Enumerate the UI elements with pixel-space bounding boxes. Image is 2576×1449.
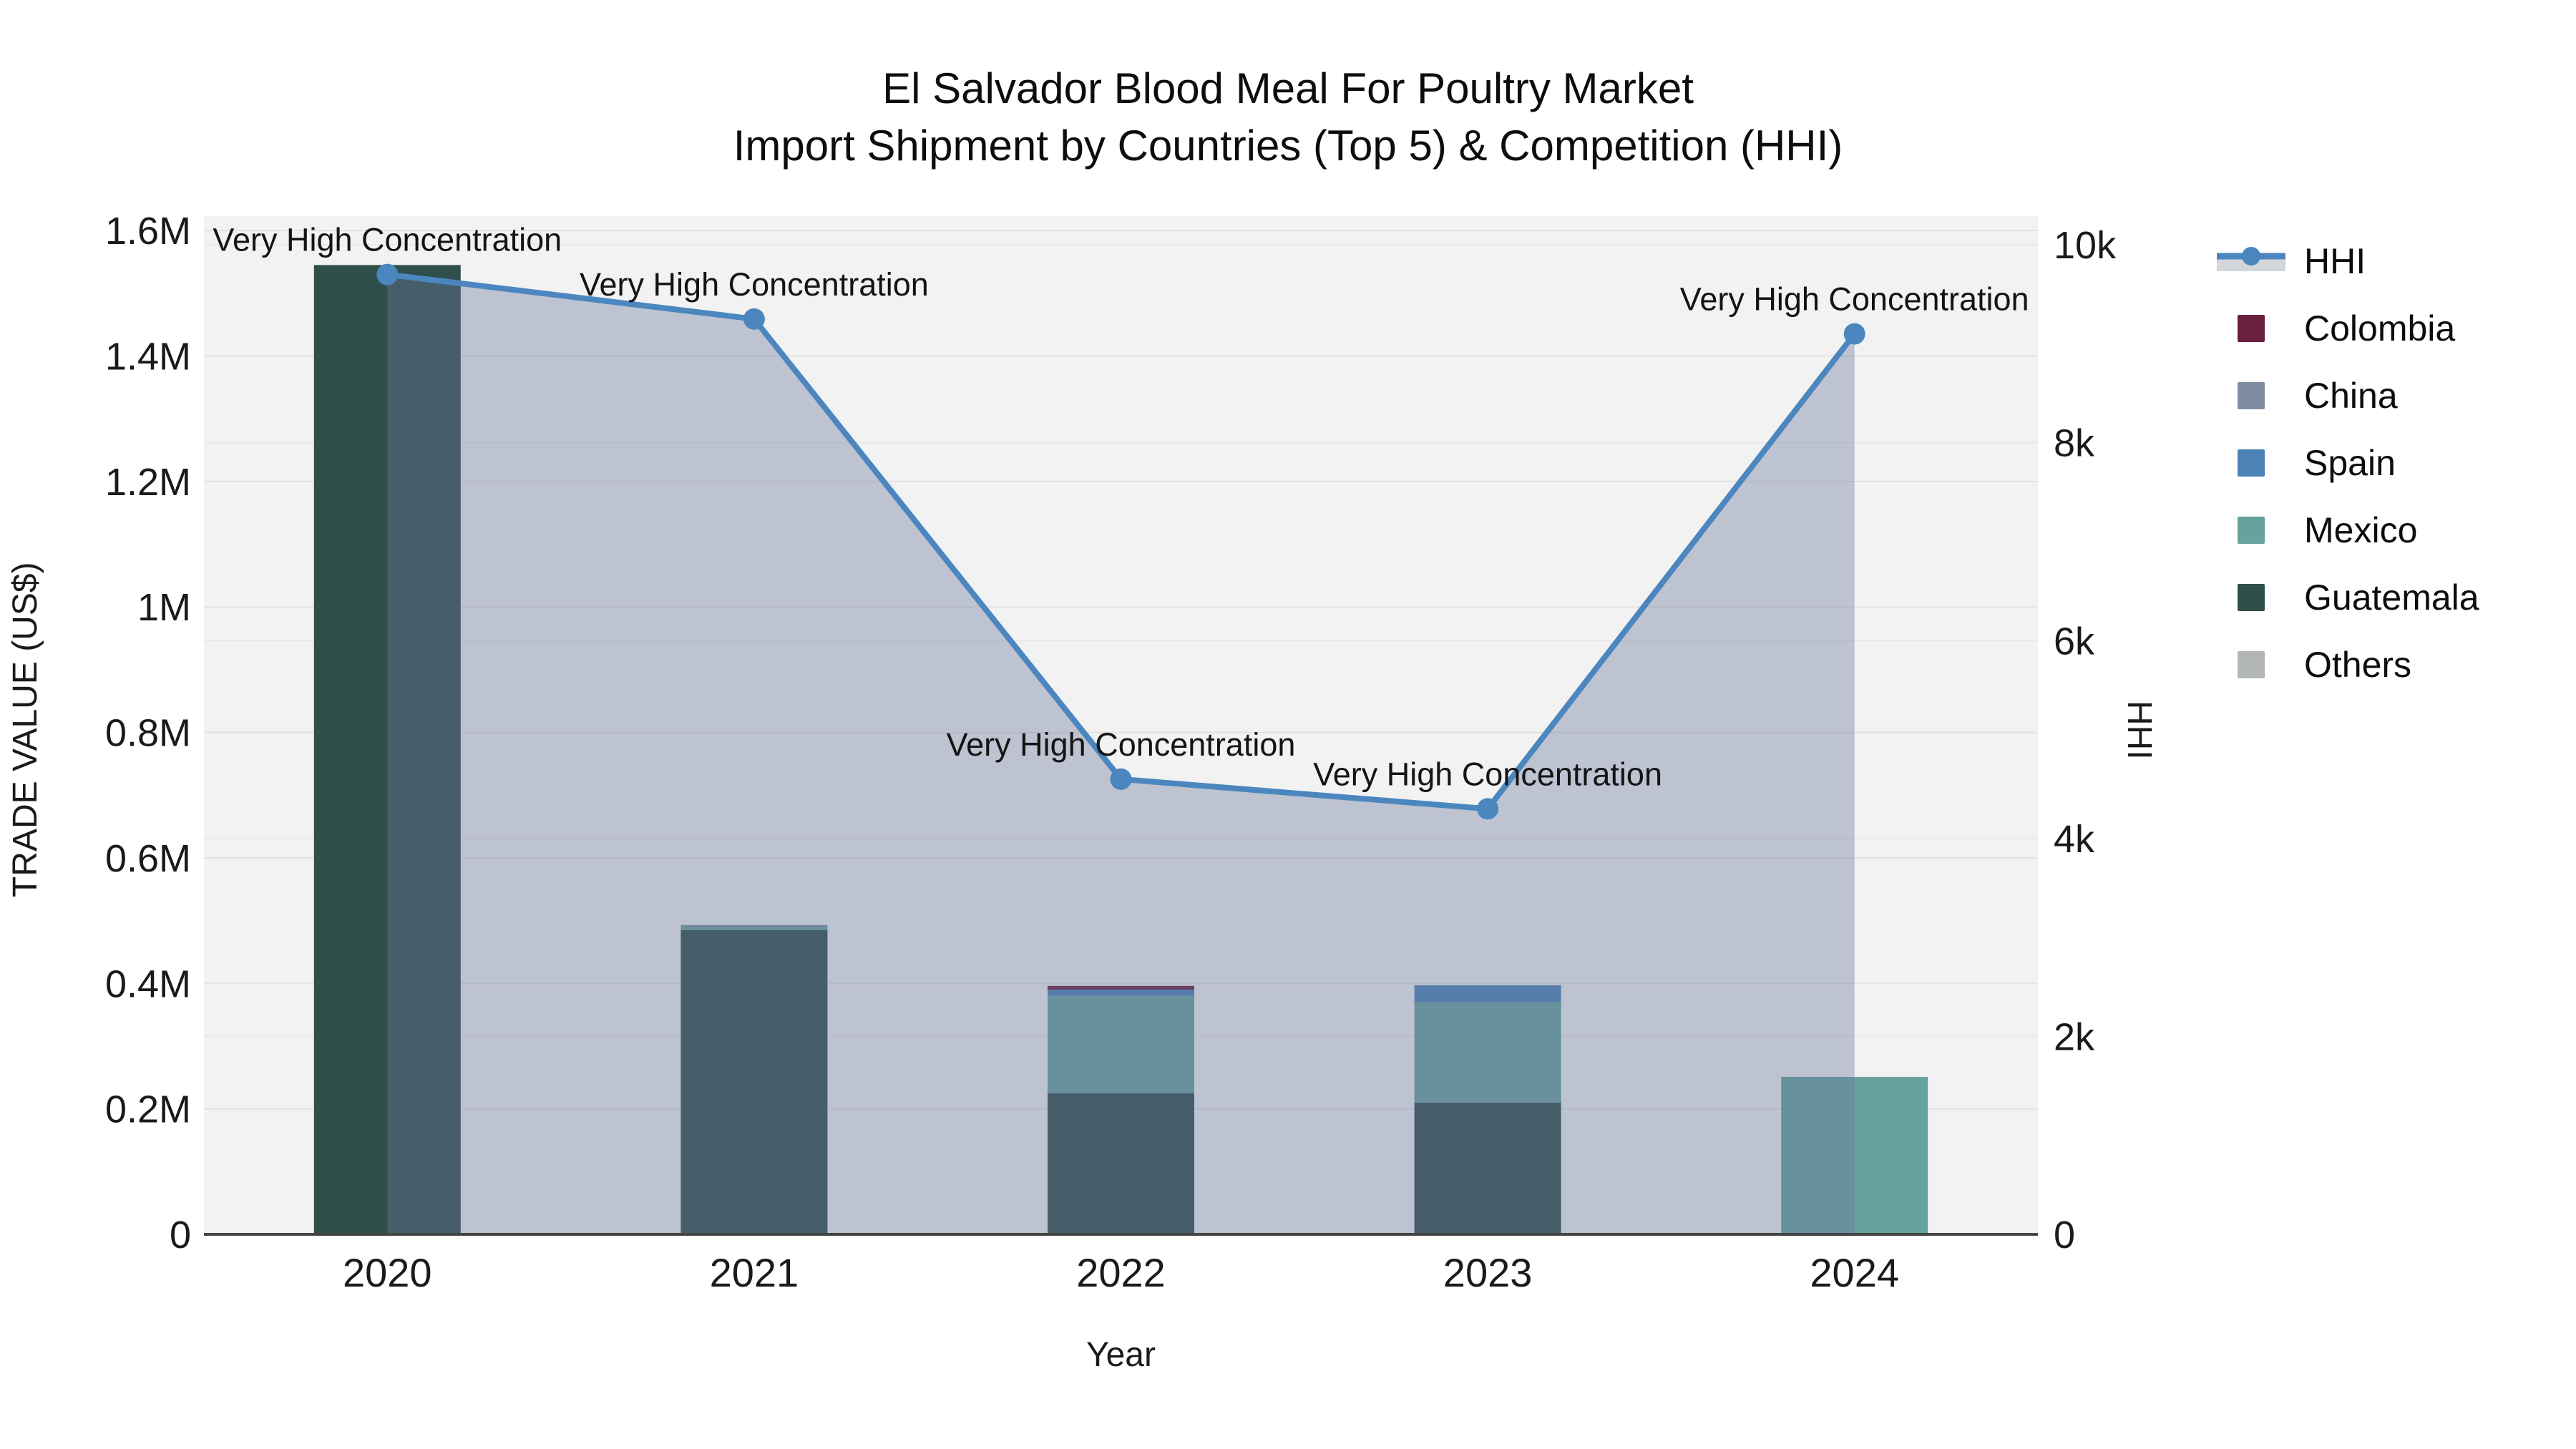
x-tick-label-2022: 2022 bbox=[1076, 1250, 1166, 1295]
legend-swatch-mexico bbox=[2238, 517, 2265, 544]
legend-swatch-colombia bbox=[2238, 315, 2265, 342]
legend-label-china: China bbox=[2304, 376, 2398, 416]
legend-item-spain[interactable]: Spain bbox=[2217, 429, 2479, 497]
hhi-marker-2023 bbox=[1477, 798, 1499, 820]
bar-segment-guatemala-2022 bbox=[1048, 1093, 1194, 1234]
left-tick-label-0.8M: 0.8M bbox=[105, 712, 191, 755]
bar-segment-mexico-2021 bbox=[680, 927, 828, 930]
right-tick-label-4k: 4k bbox=[2054, 818, 2095, 861]
left-tick-label-1.2M: 1.2M bbox=[105, 461, 191, 504]
x-tick-label-2023: 2023 bbox=[1443, 1250, 1533, 1295]
legend-swatch-others bbox=[2238, 651, 2265, 678]
chart-title-line1: El Salvador Blood Meal For Poultry Marke… bbox=[882, 64, 1694, 112]
hhi-marker-2021 bbox=[743, 308, 765, 330]
left-tick-label-1.4M: 1.4M bbox=[105, 336, 191, 379]
legend-item-mexico[interactable]: Mexico bbox=[2217, 497, 2479, 564]
x-tick-label-2024: 2024 bbox=[1810, 1250, 1899, 1295]
legend-swatch-spain bbox=[2238, 449, 2265, 477]
legend-label-hhi: HHI bbox=[2304, 241, 2366, 281]
legend-label-others: Others bbox=[2304, 645, 2412, 685]
left-tick-label-1M: 1M bbox=[137, 586, 191, 629]
legend-label-colombia: Colombia bbox=[2304, 308, 2456, 348]
annotation-2022: Very High Concentration bbox=[947, 726, 1296, 763]
legend-swatch-icon bbox=[2217, 584, 2285, 611]
legend-swatch-icon bbox=[2217, 382, 2285, 409]
legend-item-colombia[interactable]: Colombia bbox=[2217, 295, 2479, 362]
annotation-2023: Very High Concentration bbox=[1313, 756, 1662, 792]
bar-segment-guatemala-2023 bbox=[1414, 1102, 1561, 1234]
left-tick-label-1.6M: 1.6M bbox=[105, 210, 191, 253]
legend-item-guatemala[interactable]: Guatemala bbox=[2217, 564, 2479, 631]
annotation-2024: Very High Concentration bbox=[1680, 281, 2029, 318]
left-tick-label-0.2M: 0.2M bbox=[105, 1088, 191, 1131]
hhi-marker-2020 bbox=[376, 263, 399, 286]
legend-label-mexico: Mexico bbox=[2304, 510, 2418, 550]
bar-segment-guatemala-2020 bbox=[313, 265, 461, 1234]
legend-item-china[interactable]: China bbox=[2217, 362, 2479, 429]
right-tick-label-2k: 2k bbox=[2054, 1015, 2095, 1058]
bar-segment-spain-2022 bbox=[1048, 990, 1194, 996]
legend-label-spain: Spain bbox=[2304, 443, 2396, 483]
bar-segment-mexico-2023 bbox=[1414, 1002, 1561, 1103]
left-tick-label-0.4M: 0.4M bbox=[105, 962, 191, 1005]
annotation-2020: Very High Concentration bbox=[213, 222, 562, 258]
legend-item-hhi[interactable]: HHI bbox=[2217, 228, 2479, 295]
hhi-marker-2022 bbox=[1110, 768, 1132, 790]
left-tick-label-0: 0 bbox=[170, 1214, 191, 1257]
legend-swatch-icon bbox=[2217, 517, 2285, 544]
hhi-marker-2024 bbox=[1843, 323, 1865, 345]
x-tick-label-2021: 2021 bbox=[710, 1250, 799, 1295]
legend-swatch-icon bbox=[2217, 651, 2285, 678]
legend: HHI Colombia China Spain Mexico Guatemala Othe… bbox=[2217, 228, 2479, 698]
right-y-axis-title: HHI bbox=[2120, 700, 2158, 760]
left-tick-label-0.6M: 0.6M bbox=[105, 837, 191, 880]
legend-label-guatemala: Guatemala bbox=[2304, 577, 2479, 618]
right-tick-label-10k: 10k bbox=[2054, 224, 2117, 267]
bar-segment-mexico-2022 bbox=[1048, 995, 1194, 1093]
hhi-area-fill bbox=[387, 274, 1855, 1235]
hhi-line-marker-icon bbox=[2217, 241, 2285, 281]
legend-swatch-guatemala bbox=[2238, 584, 2265, 611]
annotation-2021: Very High Concentration bbox=[580, 266, 929, 303]
right-tick-label-0: 0 bbox=[2054, 1214, 2075, 1257]
legend-swatch-icon bbox=[2217, 315, 2285, 342]
legend-swatch-china bbox=[2238, 382, 2265, 409]
bar-segment-china-2021 bbox=[680, 924, 828, 927]
legend-item-others[interactable]: Others bbox=[2217, 631, 2479, 698]
x-axis-title: Year bbox=[1086, 1336, 1156, 1374]
bar-segment-spain-2023 bbox=[1414, 985, 1561, 1002]
right-tick-label-6k: 6k bbox=[2054, 620, 2095, 663]
legend-swatch-icon bbox=[2217, 449, 2285, 477]
bar-segment-colombia-2022 bbox=[1048, 985, 1194, 990]
x-tick-label-2020: 2020 bbox=[343, 1250, 432, 1295]
chart-title-line2: Import Shipment by Countries (Top 5) & C… bbox=[733, 122, 1843, 170]
bar-segment-mexico-2024 bbox=[1781, 1076, 1928, 1234]
right-tick-label-8k: 8k bbox=[2054, 422, 2095, 465]
bar-segment-guatemala-2021 bbox=[680, 930, 828, 1234]
